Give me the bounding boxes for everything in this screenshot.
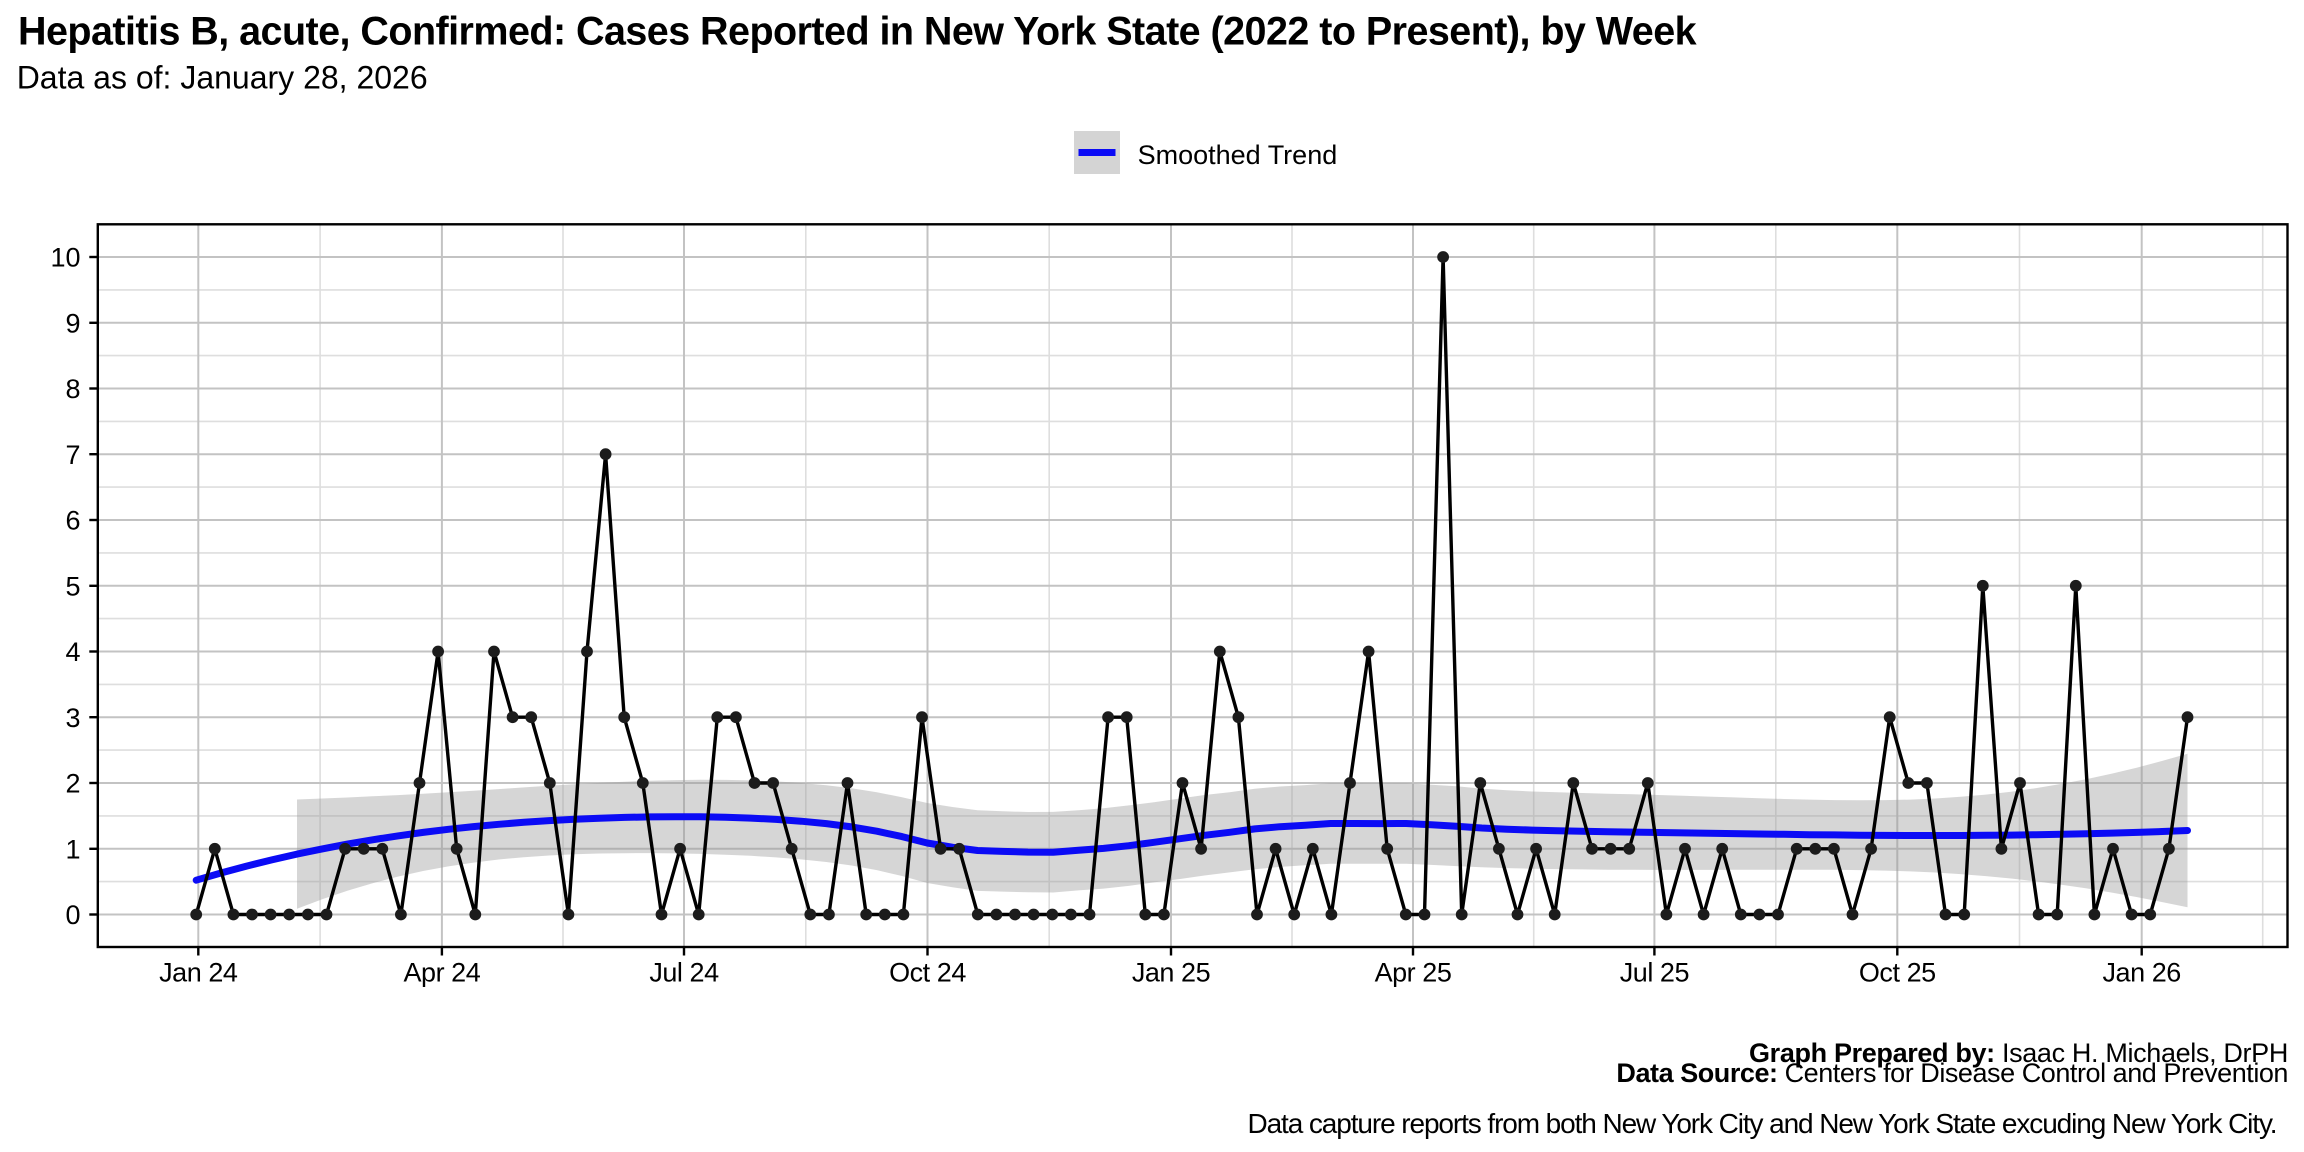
svg-text:Apr 25: Apr 25 (1375, 958, 1452, 988)
svg-text:Jan 25: Jan 25 (1132, 958, 1210, 988)
svg-text:9: 9 (65, 308, 80, 338)
svg-text:3: 3 (65, 703, 80, 733)
svg-text:Smoothed Trend: Smoothed Trend (1138, 140, 1338, 170)
svg-text:Apr 24: Apr 24 (403, 958, 480, 988)
svg-text:Oct 25: Oct 25 (1859, 958, 1936, 988)
svg-text:Jul 25: Jul 25 (1620, 958, 1689, 988)
svg-text:Oct 24: Oct 24 (889, 958, 966, 988)
svg-text:Graph Prepared by: Isaac H. Mi: Graph Prepared by: Isaac H. Michaels, Dr… (1749, 1038, 2288, 1068)
svg-text:Jan 24: Jan 24 (159, 958, 238, 988)
svg-text:6: 6 (65, 506, 80, 536)
svg-text:Data capture reports from both: Data capture reports from both New York … (1247, 1108, 2276, 1139)
svg-text:Data as of: January 28, 2026: Data as of: January 28, 2026 (17, 60, 428, 96)
svg-text:8: 8 (65, 374, 80, 404)
svg-text:4: 4 (65, 637, 80, 667)
svg-text:10: 10 (50, 243, 80, 273)
svg-text:7: 7 (65, 440, 80, 470)
svg-text:0: 0 (65, 900, 80, 930)
svg-text:5: 5 (65, 572, 80, 602)
svg-text:2: 2 (65, 769, 80, 799)
svg-text:Jul 24: Jul 24 (649, 958, 719, 988)
svg-text:Data Source: Centers for Disea: Data Source: Centers for Disease Control… (1616, 1058, 2288, 1088)
svg-text:Hepatitis B, acute, Confirmed:: Hepatitis B, acute, Confirmed: Cases Rep… (18, 9, 1697, 53)
svg-text:1: 1 (65, 835, 80, 865)
svg-text:Jan 26: Jan 26 (2103, 958, 2181, 988)
